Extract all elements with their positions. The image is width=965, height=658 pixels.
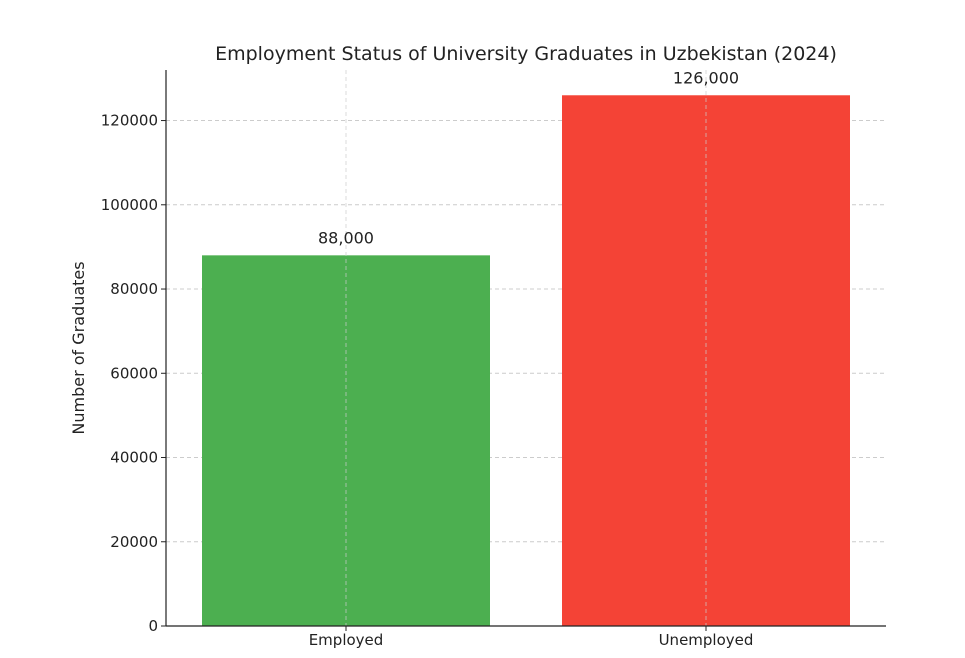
y-tick-label: 100000 <box>101 196 158 214</box>
y-tick-label: 0 <box>148 617 158 635</box>
bars <box>202 95 850 627</box>
data-label: 126,000 <box>673 68 739 87</box>
data-label: 88,000 <box>318 228 374 247</box>
y-axis-ticks: 0 20000 40000 60000 80000 100000 120000 <box>101 112 166 635</box>
y-tick-label: 120000 <box>101 112 158 130</box>
chart-title: Employment Status of University Graduate… <box>215 43 837 65</box>
vertical-grid-lines <box>345 70 707 626</box>
y-tick-label: 20000 <box>110 533 158 551</box>
y-axis-title: Number of Graduates <box>69 261 88 434</box>
y-tick-label: 40000 <box>110 449 158 467</box>
x-axis-ticks: Employed Unemployed <box>309 626 754 649</box>
x-tick-label: Employed <box>309 631 384 649</box>
data-labels: 88,000 126,000 <box>318 68 739 247</box>
y-tick-label: 60000 <box>110 364 158 382</box>
y-tick-label: 80000 <box>110 280 158 298</box>
axes <box>165 70 886 627</box>
x-tick-label: Unemployed <box>659 631 754 649</box>
